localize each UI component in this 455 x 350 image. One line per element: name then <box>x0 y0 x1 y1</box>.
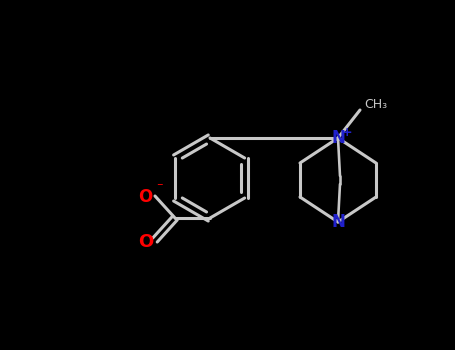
Text: N: N <box>331 129 345 147</box>
Text: O: O <box>138 233 154 251</box>
Text: +: + <box>342 126 352 140</box>
Text: ⁻: ⁻ <box>156 182 162 195</box>
Text: CH₃: CH₃ <box>364 98 388 112</box>
Text: N: N <box>331 213 345 231</box>
Text: O: O <box>138 188 152 206</box>
